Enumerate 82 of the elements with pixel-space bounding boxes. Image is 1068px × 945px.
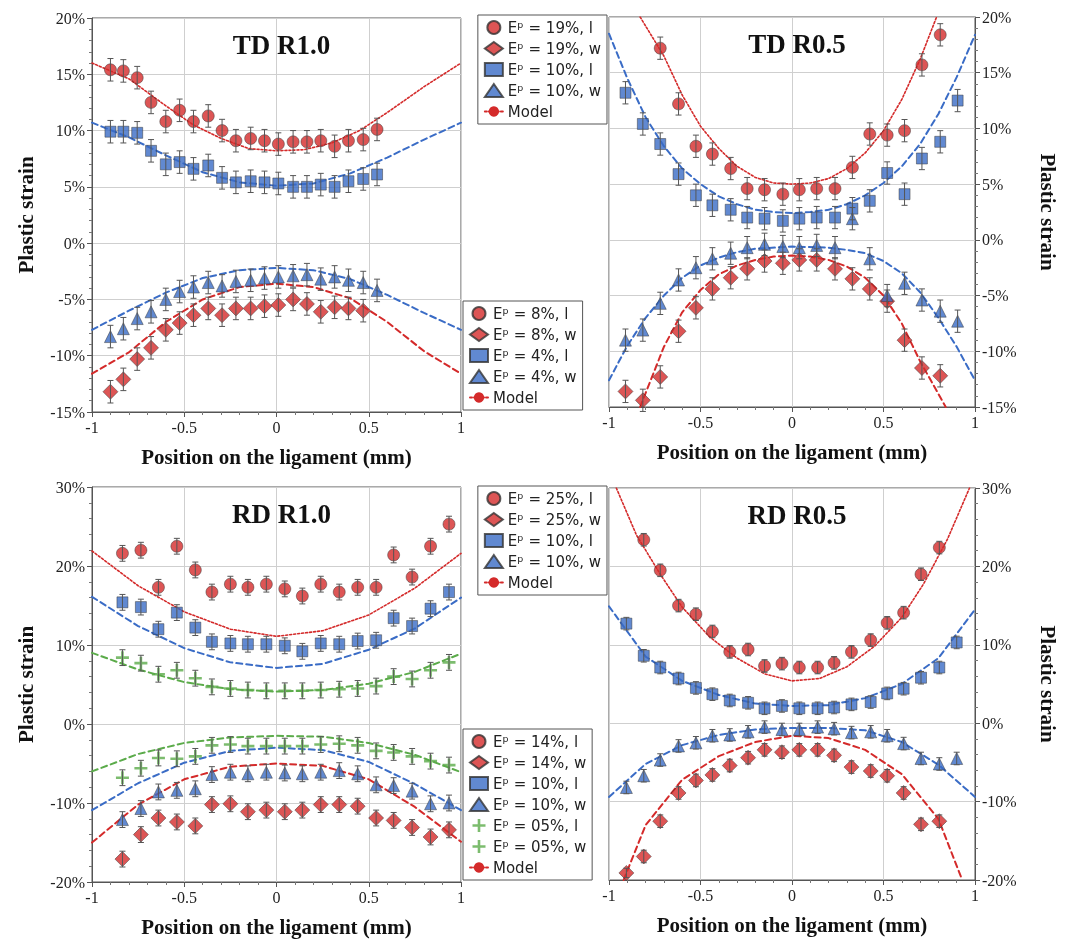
y-tick-label: 15% (55, 65, 85, 83)
y2-tick-label: 10% (982, 636, 1012, 654)
y2-tick-label: -10% (982, 793, 1017, 811)
legend-label: Eᵖ = 19%, l (507, 18, 593, 37)
x-tick-label: 1 (457, 418, 465, 436)
y-tick-label: 30% (55, 478, 85, 496)
y2-tick-label: -10% (982, 342, 1017, 360)
x-axis-title: Position on the ligament (mm) (656, 912, 928, 937)
x-axis-title: Position on the ligament (mm) (141, 914, 412, 939)
y-tick-label: 10% (55, 122, 85, 140)
y2-tick-label: 10% (982, 119, 1012, 137)
legend-label: Eᵖ = 05%, w (493, 837, 587, 856)
legend-label: Eᵖ = 19%, w (507, 39, 602, 58)
y-tick-label: 0% (63, 234, 85, 252)
x-tick-label: 0.5 (358, 888, 379, 906)
y2-tick-label: 20% (982, 557, 1012, 575)
chart-title: TD R1.0 (232, 29, 331, 60)
x-tick-label: 0 (272, 418, 281, 436)
y2-tick-label: -15% (982, 398, 1017, 416)
y-tick-label: 0% (63, 715, 85, 733)
legend-label: Eᵖ = 10%, w (507, 552, 602, 571)
legend-label: Eᵖ = 25%, w (507, 510, 602, 529)
x-tick-label: -0.5 (687, 413, 714, 431)
chart-title: RD R1.0 (232, 498, 331, 529)
x-tick-label: -1 (85, 418, 99, 436)
y2-tick-label: -20% (982, 871, 1017, 889)
y2-tick-label: 15% (982, 64, 1012, 82)
legend-label: Eᵖ = 05%, l (493, 816, 579, 835)
x-tick-label: 1 (457, 888, 465, 906)
y-tick-label: 20% (55, 9, 85, 27)
y2-axis-title: Plastic strain (1035, 625, 1060, 743)
x-axis-title: Position on the ligament (mm) (656, 439, 928, 464)
legend-label: Eᵖ = 4%, w (493, 367, 577, 386)
y-tick-label: -10% (50, 347, 85, 365)
chart-title: RD R0.5 (747, 499, 847, 530)
x-tick-label: 1 (971, 886, 979, 904)
legend-label: Eᵖ = 8%, w (493, 325, 577, 344)
x-tick-label: 1 (971, 413, 979, 431)
y-tick-label: 5% (63, 178, 85, 196)
y-tick-label: -5% (58, 290, 85, 308)
legend-label: Eᵖ = 8%, l (493, 304, 569, 323)
x-axis-title: Position on the ligament (mm) (141, 444, 412, 469)
legend-label: Eᵖ = 10%, l (507, 531, 593, 550)
legend-label: Model (507, 573, 553, 592)
legend-label: Model (493, 858, 539, 877)
y2-tick-label: 20% (982, 8, 1012, 26)
legend-label: Eᵖ = 14%, w (493, 753, 587, 772)
legend-label: Model (507, 102, 553, 121)
legend-label: Eᵖ = 14%, l (493, 732, 579, 751)
x-tick-label: -0.5 (171, 888, 197, 906)
x-tick-label: 0.5 (873, 413, 894, 431)
x-tick-label: -1 (602, 413, 616, 431)
x-tick-label: 0 (272, 888, 281, 906)
x-tick-label: -1 (85, 888, 99, 906)
y2-tick-label: 0% (982, 231, 1004, 249)
legend-label: Eᵖ = 10%, w (507, 81, 602, 100)
x-tick-label: 0.5 (873, 886, 894, 904)
x-tick-label: 0.5 (358, 418, 379, 436)
y-tick-label: 10% (55, 636, 85, 654)
x-tick-label: -1 (602, 886, 616, 904)
y2-axis-title: Plastic strain (1035, 153, 1060, 271)
legend-label: Eᵖ = 10%, w (493, 795, 587, 814)
y-tick-label: -20% (50, 873, 85, 891)
y-tick-label: -10% (50, 794, 85, 812)
legend-label: Eᵖ = 10%, l (507, 60, 593, 79)
chart-title: TD R0.5 (748, 28, 846, 59)
y-tick-label: -15% (50, 403, 85, 421)
y2-tick-label: 0% (982, 714, 1004, 732)
y-axis-title: Plastic strain (13, 156, 38, 274)
x-tick-label: 0 (788, 413, 796, 431)
x-tick-label: 0 (788, 886, 796, 904)
legend-label: Eᵖ = 10%, l (493, 774, 579, 793)
x-tick-label: -0.5 (171, 418, 197, 436)
legend-label: Eᵖ = 4%, l (493, 346, 569, 365)
legend-label: Eᵖ = 25%, l (507, 489, 593, 508)
y-tick-label: 20% (55, 557, 85, 575)
y2-tick-label: 5% (982, 175, 1004, 193)
y2-tick-label: 30% (982, 479, 1012, 497)
y2-tick-label: -5% (982, 287, 1009, 305)
y-axis-title: Plastic strain (13, 625, 38, 744)
legend-label: Model (493, 388, 539, 407)
x-tick-label: -0.5 (687, 886, 714, 904)
